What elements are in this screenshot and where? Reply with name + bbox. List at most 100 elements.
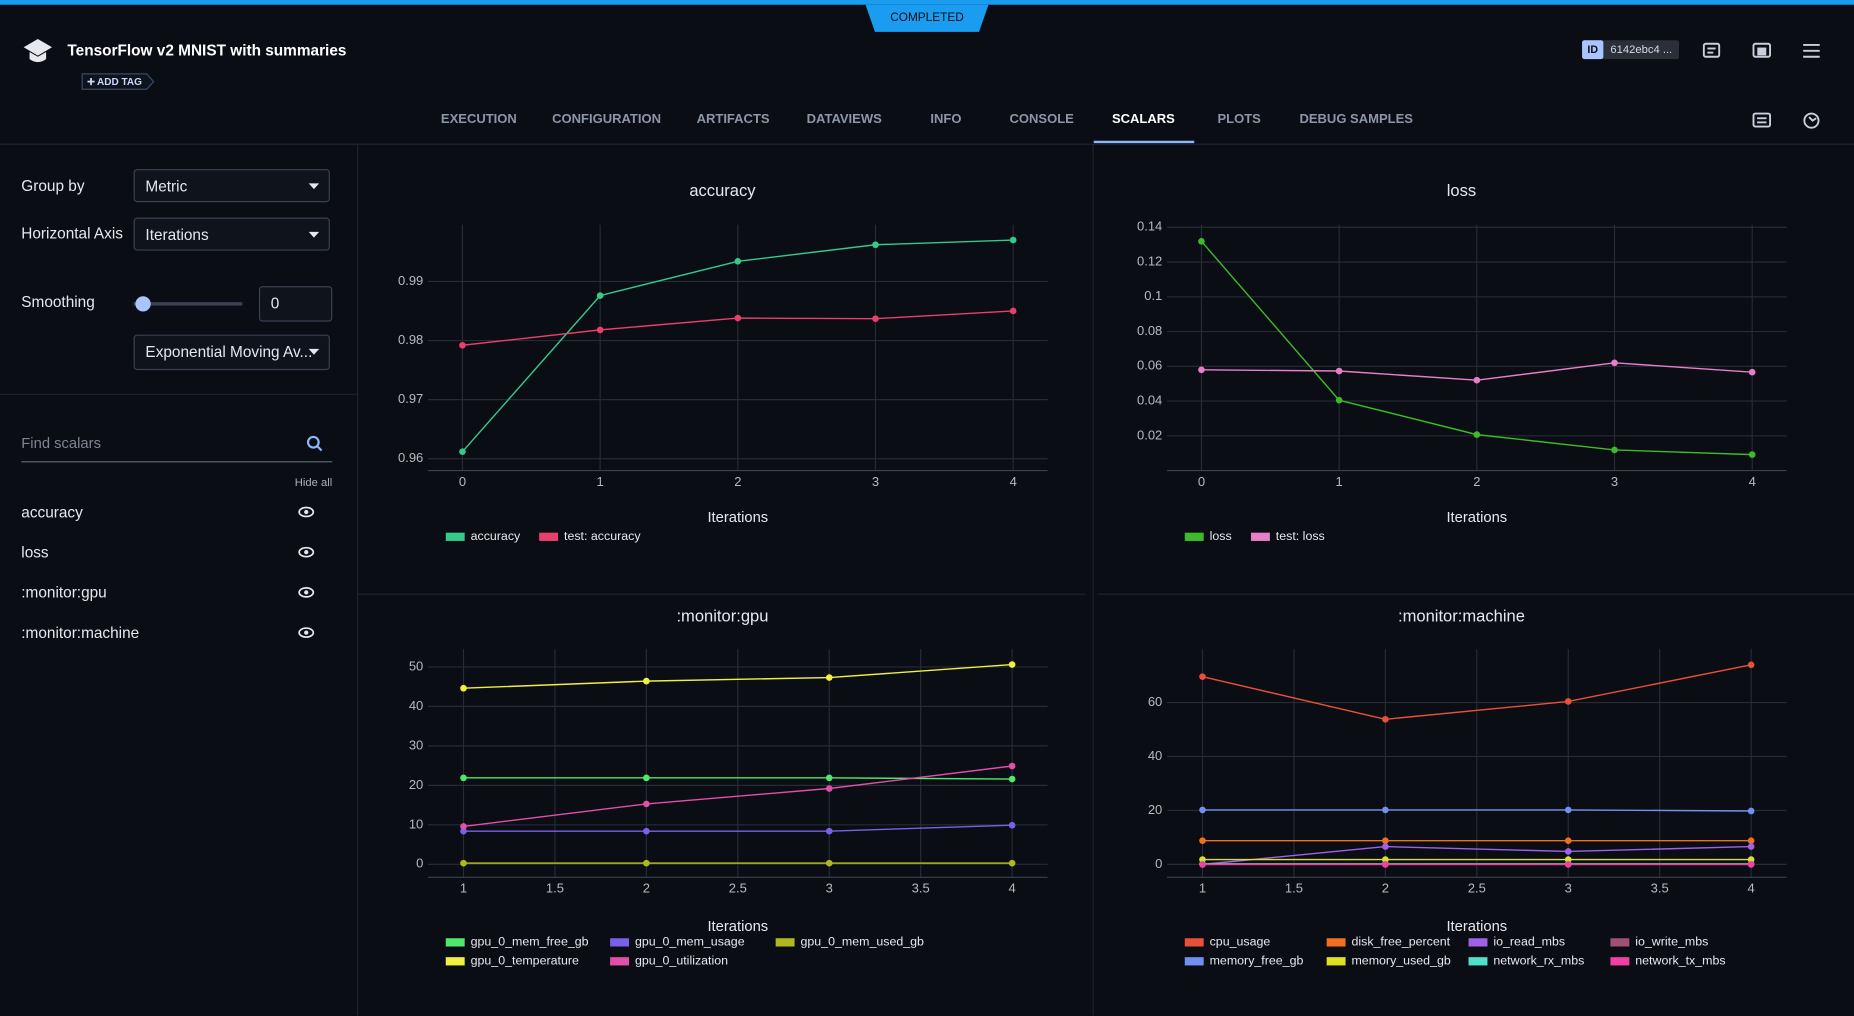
y-tick-label: 0.02 [1137, 427, 1162, 442]
data-point [1009, 307, 1017, 315]
tab[interactable]: INFO [930, 112, 962, 127]
data-point [1382, 806, 1389, 814]
data-point [460, 823, 467, 830]
y-tick-label: 40 [409, 698, 423, 713]
legend-label[interactable]: gpu_0_utilization [635, 954, 728, 968]
smoothing-label: Smoothing [21, 292, 95, 311]
x-tick-label: 3 [872, 474, 879, 489]
tab[interactable]: DEBUG SAMPLES [1299, 112, 1413, 127]
x-axis-label: Iterations [707, 919, 768, 935]
scalar-item[interactable]: :monitor:gpu [21, 583, 107, 602]
legend-label[interactable]: gpu_0_temperature [471, 954, 579, 968]
x-tick-label: 1 [597, 474, 604, 489]
data-point [1198, 366, 1205, 374]
data-point [1564, 848, 1572, 855]
legend-label[interactable]: accuracy [471, 529, 521, 543]
tab[interactable]: CONSOLE [1009, 112, 1074, 127]
data-point [1008, 821, 1016, 829]
legend-label[interactable]: gpu_0_mem_usage [635, 935, 745, 949]
search-input[interactable]: Find scalars [21, 435, 101, 452]
tab[interactable]: PLOTS [1217, 112, 1261, 127]
id-value[interactable]: 6142ebc4 ... [1610, 44, 1672, 56]
tab[interactable]: SCALARS [1111, 112, 1175, 127]
legend-label[interactable]: memory_used_gb [1351, 954, 1450, 968]
group-by-select[interactable]: Metric [133, 169, 330, 203]
legend-label[interactable]: network_tx_mbs [1635, 954, 1725, 968]
legend-swatch [1184, 938, 1204, 947]
y-tick-label: 10 [409, 816, 423, 831]
data-point [1199, 861, 1206, 868]
data-point [643, 774, 650, 782]
slider-knob[interactable] [135, 296, 151, 312]
status: COMPLETED [890, 10, 964, 24]
series-line [463, 663, 1013, 689]
x-tick-label: 1 [1199, 881, 1206, 896]
tab[interactable]: DATAVIEWS [806, 112, 882, 127]
y-tick-label: 30 [409, 737, 423, 752]
x-tick-label: 1 [1336, 474, 1343, 489]
data-point [459, 341, 466, 349]
tab[interactable]: EXECUTION [440, 112, 517, 127]
data-point [825, 674, 833, 681]
add-tag[interactable]: ADD TAG [81, 73, 155, 90]
chart-title: :monitor:gpu [676, 607, 768, 626]
search-icon[interactable] [306, 435, 323, 452]
x-tick-label: 4 [1010, 474, 1017, 489]
y-tick-label: 0.96 [398, 450, 423, 465]
legend-label[interactable]: memory_free_gb [1210, 954, 1304, 968]
axis-select[interactable]: Iterations [133, 217, 330, 251]
smoothing-method: Exponential Moving Av... [145, 342, 313, 361]
x-tick-label: 2.5 [729, 881, 747, 896]
scalar-item[interactable]: loss [21, 543, 49, 562]
data-point [643, 827, 650, 835]
eye-icon[interactable] [298, 546, 315, 558]
tab[interactable]: ARTIFACTS [696, 112, 770, 127]
legend-label[interactable]: network_rx_mbs [1493, 954, 1584, 968]
data-point [825, 859, 833, 867]
tab[interactable]: CONFIGURATION [552, 112, 662, 127]
eye-icon[interactable] [298, 627, 315, 638]
eye-pupil [304, 590, 309, 595]
data-point [1473, 376, 1481, 384]
eye-pupil [304, 630, 309, 635]
smoothing-method-select[interactable]: Exponential Moving Av... [133, 334, 330, 371]
add-tag-label[interactable]: ADD TAG [97, 77, 142, 88]
eye-icon[interactable] [298, 587, 315, 598]
legend-label[interactable]: io_write_mbs [1635, 935, 1708, 949]
data-point [643, 800, 650, 808]
y-tick-label: 0.99 [398, 273, 423, 288]
legend-label[interactable]: gpu_0_mem_used_gb [800, 935, 924, 949]
data-point [1008, 661, 1016, 668]
legend-swatch [445, 957, 465, 966]
data-point [1748, 451, 1756, 458]
legend-label[interactable]: test: accuracy [564, 529, 641, 543]
y-tick-label: 0 [1155, 856, 1162, 871]
data-point [1747, 837, 1755, 844]
legend-label[interactable]: test: loss [1276, 529, 1325, 543]
eye-outline [298, 627, 315, 638]
legend-swatch [445, 938, 465, 947]
legend-label[interactable]: disk_free_percent [1351, 935, 1450, 949]
scalar-item[interactable]: :monitor:machine [21, 623, 140, 642]
id-badge [1582, 40, 1680, 60]
series-line [463, 765, 1013, 828]
legend-label[interactable]: gpu_0_mem_free_gb [471, 935, 589, 949]
x-tick-label: 0 [1198, 474, 1205, 489]
legend-label[interactable]: io_read_mbs [1493, 935, 1565, 949]
eye-icon[interactable] [298, 506, 315, 518]
x-tick-label: 2.5 [1468, 881, 1486, 896]
scalar-item[interactable]: accuracy [21, 503, 83, 521]
hide-all[interactable]: Hide all [294, 476, 333, 490]
data-point [1008, 775, 1016, 783]
chart-title: loss [1447, 181, 1476, 200]
eye-pupil [304, 550, 309, 555]
legend-label[interactable]: loss [1210, 529, 1232, 543]
x-tick-label: 1.5 [1285, 881, 1303, 896]
smoothing-input[interactable]: 0 [258, 286, 333, 322]
header-icons[interactable] [1702, 42, 1820, 129]
y-tick-label: 0.12 [1137, 253, 1162, 268]
legend-label[interactable]: cpu_usage [1210, 935, 1271, 949]
series-line [1202, 845, 1752, 866]
x-tick-label: 2 [1382, 881, 1389, 896]
